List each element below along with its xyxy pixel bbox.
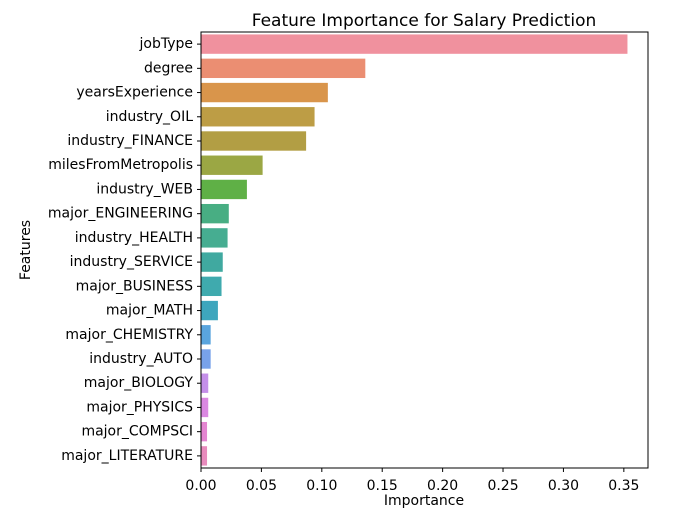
chart-title: Feature Importance for Salary Prediction — [252, 11, 597, 31]
y-tick-label: major_BUSINESS — [76, 278, 194, 294]
bar-major_LITERATURE — [201, 446, 208, 466]
y-tick-label: industry_HEALTH — [75, 230, 193, 246]
bar-major_COMPSCI — [201, 421, 208, 442]
bar-industry_OIL — [201, 107, 315, 127]
x-tick-label: 0.35 — [608, 478, 639, 494]
x-tick-label: 0.15 — [367, 478, 398, 494]
y-tick-label: industry_FINANCE — [67, 133, 193, 149]
x-tick-label: 0.30 — [548, 478, 579, 494]
x-axis-label: Importance — [384, 493, 464, 509]
axes-frame — [200, 31, 649, 469]
bar-industry_HEALTH — [201, 228, 228, 248]
bar-major_MATH — [201, 300, 218, 321]
y-tick-label: major_COMPSCI — [81, 424, 193, 440]
bar-industry_WEB — [201, 179, 247, 200]
y-tick-label: major_ENGINEERING — [48, 206, 193, 222]
y-tick-label: major_PHYSICS — [86, 399, 193, 415]
y-tick-label: jobType — [139, 36, 194, 52]
y-tick-label: major_BIOLOGY — [84, 375, 194, 391]
bar-degree — [201, 58, 366, 79]
y-tick-label: major_LITERATURE — [61, 448, 193, 464]
y-tick-label: industry_WEB — [96, 181, 193, 197]
bars-layer — [201, 34, 628, 466]
bar-industry_FINANCE — [201, 131, 307, 151]
y-tick-label: industry_OIL — [106, 109, 193, 125]
y-tick-label: major_MATH — [106, 303, 193, 319]
bar-industry_AUTO — [201, 349, 211, 369]
bar-milesFromMetropolis — [201, 155, 263, 175]
bar-major_BIOLOGY — [201, 373, 209, 393]
x-tick-label: 0.00 — [185, 478, 216, 494]
y-tick-label: degree — [144, 60, 193, 76]
y-tick-label: yearsExperience — [76, 85, 193, 101]
x-ticks: 0.00 0.05 0.10 0.15 0.20 0.25 0.30 0.35 — [185, 468, 639, 494]
x-tick-label: 0.25 — [487, 478, 518, 494]
y-tick-label: industry_SERVICE — [70, 254, 193, 270]
bar-major_CHEMISTRY — [201, 325, 211, 345]
y-axis-label: Features — [18, 220, 34, 280]
x-tick-label: 0.10 — [306, 478, 337, 494]
bar-major_BUSINESS — [201, 276, 222, 297]
y-tick-label: milesFromMetropolis — [48, 157, 193, 173]
bar-industry_SERVICE — [201, 252, 223, 272]
x-tick-label: 0.20 — [427, 478, 458, 494]
y-tick-labels: jobType degree yearsExperience industry_OIL… — [48, 36, 201, 464]
y-tick-label: industry_AUTO — [89, 351, 193, 367]
bar-major_PHYSICS — [201, 397, 209, 418]
x-tick-label: 0.05 — [246, 478, 277, 494]
bar-yearsExperience — [201, 82, 328, 103]
y-tick-label: major_CHEMISTRY — [65, 327, 193, 343]
bar-major_ENGINEERING — [201, 203, 229, 224]
bar-jobType — [201, 34, 628, 54]
